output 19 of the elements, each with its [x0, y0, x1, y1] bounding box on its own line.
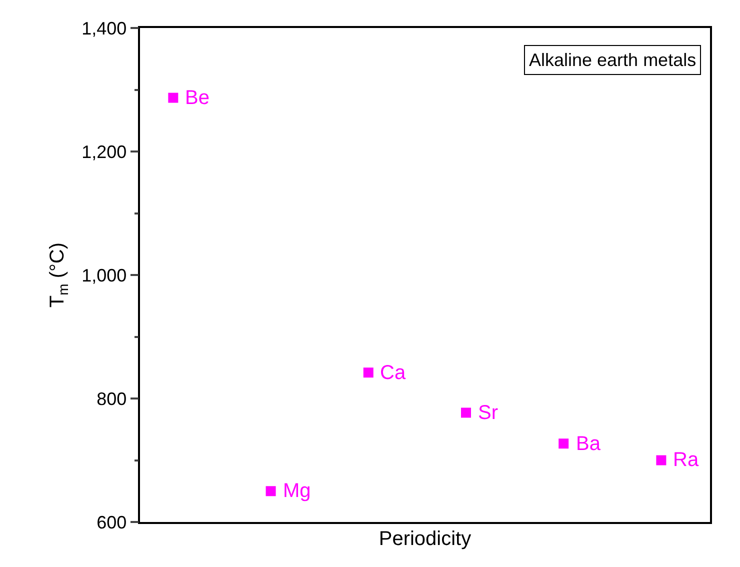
- series-label: Ca: [380, 362, 406, 384]
- y-tick-label: 800: [96, 388, 127, 409]
- point: [460, 408, 471, 418]
- y-tick-label: 1,000: [82, 265, 127, 286]
- point: [656, 455, 666, 466]
- y-tick-label: 600: [96, 512, 127, 532]
- series-label: Ba: [576, 433, 602, 455]
- point: [363, 368, 374, 378]
- point: [266, 486, 276, 496]
- series-label: Be: [185, 87, 210, 109]
- y-tick-label: 1,400: [82, 18, 127, 38]
- y-tick-label: 1,200: [82, 142, 127, 162]
- series-label: Mg: [283, 480, 311, 502]
- point: [558, 438, 569, 449]
- annotation: Alkaline earth metals: [529, 50, 696, 70]
- point: [168, 92, 178, 103]
- series-label: Ra: [673, 449, 700, 471]
- series-label: Sr: [478, 402, 498, 424]
- x-axis-title: Periodicity: [378, 528, 472, 550]
